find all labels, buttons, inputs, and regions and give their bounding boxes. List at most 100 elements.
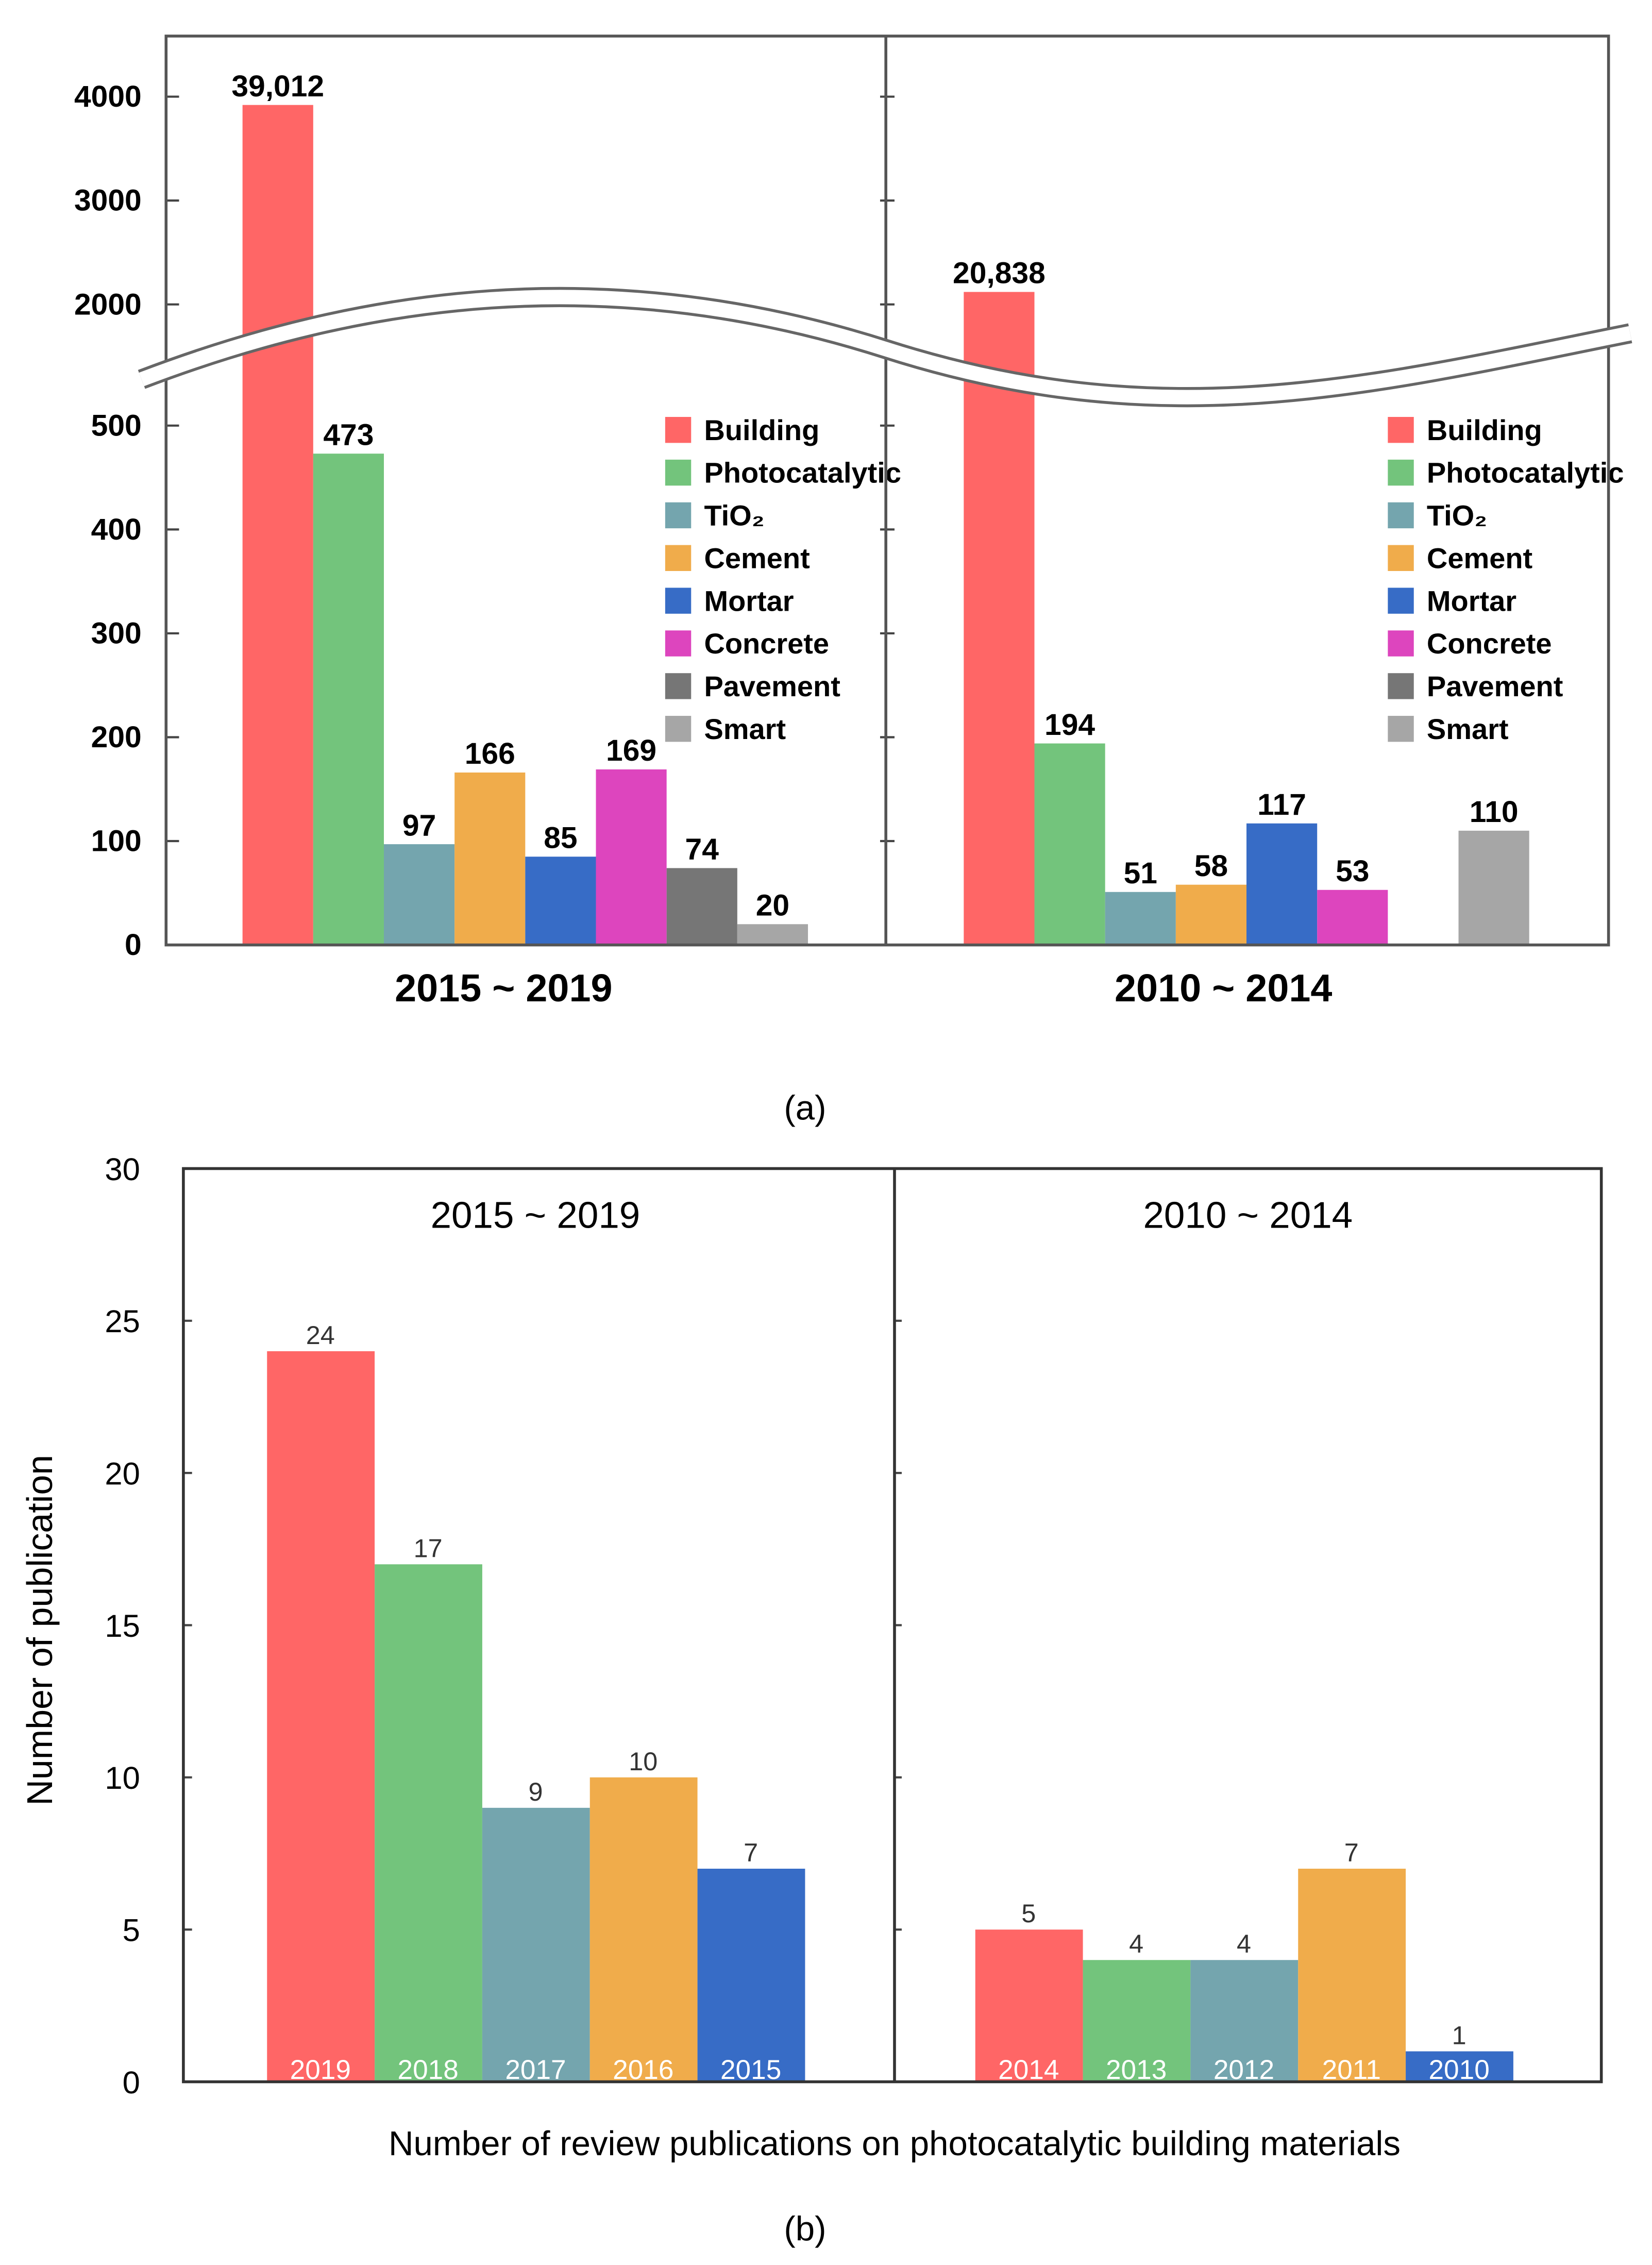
- year-label: 2015: [720, 2055, 781, 2085]
- year-label: 2017: [505, 2055, 566, 2085]
- legend-swatch: [665, 716, 692, 742]
- legend-swatch: [1388, 588, 1414, 614]
- panel-label: (b): [784, 2209, 826, 2248]
- data-label: 17: [414, 1533, 443, 1563]
- bar-2010: [1406, 2051, 1513, 2082]
- bar-2017: [482, 1807, 590, 2082]
- data-label: 7: [1344, 1838, 1359, 1867]
- legend-label: Cement: [1427, 542, 1532, 574]
- legend-label: Building: [704, 414, 819, 446]
- year-label: 2019: [290, 2055, 351, 2085]
- legend-label: Concrete: [1427, 627, 1552, 660]
- y-tick-label: 30: [105, 1152, 140, 1187]
- bar-building: [964, 292, 1035, 945]
- data-label: 194: [1044, 708, 1095, 742]
- legend-label: TiO₂: [1427, 499, 1487, 532]
- data-label: 20: [756, 888, 789, 922]
- data-label: 110: [1470, 795, 1519, 829]
- chart-b: 0510152025302420191720189201710201672015…: [20, 1152, 1603, 2248]
- data-label: 7: [744, 1838, 758, 1867]
- panel-title: 2015 ~ 2019: [431, 1194, 640, 1236]
- legend-swatch: [665, 417, 692, 443]
- legend-label: Smart: [1427, 713, 1509, 745]
- bar-cement: [1175, 884, 1247, 945]
- y-tick-label: 0: [123, 2065, 140, 2101]
- y-tick-label: 300: [91, 617, 142, 650]
- chart-a: 0 100 200 300 400 500 2000 3000 4000 39,012 473 97 1…: [74, 35, 1632, 1127]
- data-label: 74: [685, 833, 719, 866]
- bar-building: [242, 105, 313, 945]
- legend-swatch: [665, 630, 692, 657]
- legend-label: TiO₂: [704, 499, 764, 532]
- bar-smart: [737, 924, 808, 945]
- data-label: 169: [606, 734, 656, 767]
- legend-label: Cement: [704, 542, 810, 574]
- legend-label: Smart: [704, 713, 786, 745]
- year-label: 2014: [998, 2055, 1059, 2085]
- bar-2015: [697, 1869, 805, 2082]
- panel-label: (a): [784, 1088, 826, 1127]
- data-label: 5: [1021, 1899, 1036, 1928]
- axis-break-gap: [139, 290, 1632, 405]
- legend-swatch: [665, 502, 692, 529]
- y-tick-label: 25: [105, 1304, 140, 1339]
- data-label: 24: [306, 1320, 335, 1350]
- bar-2014: [975, 1930, 1083, 2082]
- data-label: 117: [1257, 788, 1306, 821]
- y-tick-label: 0: [125, 928, 142, 962]
- y-tick-label: 4000: [74, 80, 142, 113]
- y-tick-label: 500: [91, 409, 142, 442]
- legend-label: Mortar: [1427, 584, 1516, 617]
- legend-swatch: [1388, 459, 1414, 486]
- bar-photocatalytic: [313, 454, 384, 945]
- bar-smart: [1458, 830, 1529, 945]
- y-tick-label: 200: [91, 720, 142, 754]
- data-label: 10: [629, 1747, 658, 1776]
- legend-label: Photocatalytic: [1427, 457, 1624, 489]
- panel-title: 2010 ~ 2014: [1143, 1194, 1353, 1236]
- year-label: 2012: [1213, 2055, 1274, 2085]
- legend-label: Building: [1427, 414, 1542, 446]
- data-label: 20,838: [953, 257, 1046, 290]
- data-label: 53: [1336, 854, 1369, 888]
- bar-2016: [589, 1777, 698, 2082]
- y-tick-label: 400: [91, 513, 142, 546]
- data-label: 85: [544, 821, 577, 854]
- y-tick-label: 3000: [74, 184, 142, 217]
- x-axis-label: Number of review publications on photoca…: [389, 2124, 1401, 2163]
- legend-swatch: [1388, 502, 1414, 529]
- data-label: 9: [528, 1777, 543, 1806]
- y-tick-label: 100: [91, 825, 142, 858]
- legend-label: Pavement: [1427, 670, 1563, 702]
- bar-mortar: [525, 857, 596, 945]
- bar-concrete: [1317, 890, 1388, 945]
- data-label: 51: [1124, 857, 1157, 890]
- year-label: 2018: [398, 2055, 459, 2085]
- y-tick-label: 10: [105, 1760, 140, 1796]
- y-tick-label: 5: [123, 1913, 140, 1949]
- bar-photocatalytic: [1034, 743, 1105, 945]
- data-label: 97: [402, 809, 436, 842]
- plot-frame: [182, 1167, 1603, 2084]
- legend-label: Pavement: [704, 670, 840, 702]
- y-tick-label: 2000: [74, 288, 142, 321]
- bar-2013: [1083, 1960, 1191, 2082]
- data-label: 4: [1129, 1929, 1143, 1958]
- bar-tio2: [1105, 892, 1176, 945]
- bar-pavement: [666, 868, 737, 945]
- year-label: 2010: [1428, 2055, 1489, 2085]
- bar-2012: [1190, 1960, 1299, 2082]
- bar-2018: [375, 1564, 482, 2082]
- legend-swatch: [665, 588, 692, 614]
- group-label: 2015 ~ 2019: [395, 967, 612, 1010]
- data-label: 1: [1452, 2020, 1466, 2050]
- y-tick-label: 20: [105, 1456, 140, 1492]
- year-label: 2013: [1106, 2055, 1167, 2085]
- legend-label: Mortar: [704, 584, 794, 617]
- legend-swatch: [1388, 716, 1414, 742]
- legend-swatch: [1388, 545, 1414, 571]
- bar-concrete: [596, 769, 667, 945]
- y-axis-label: Number of publication: [20, 1455, 60, 1806]
- legend-swatch: [1388, 417, 1414, 443]
